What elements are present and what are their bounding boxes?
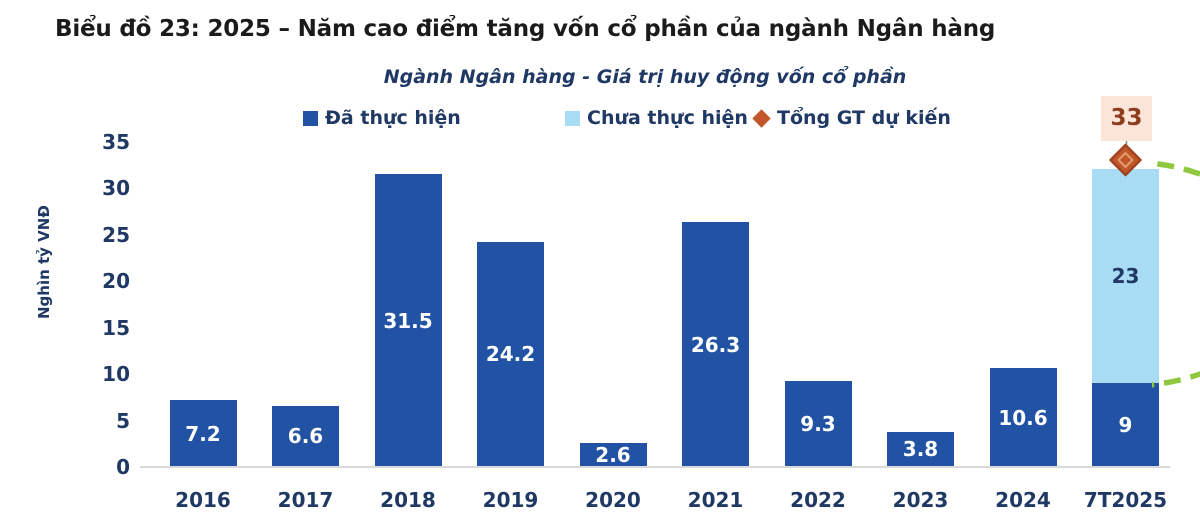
x-category-label-2017: 2017 xyxy=(277,488,334,512)
x-category-label-2024: 2024 xyxy=(995,488,1051,512)
bar-segment-2021-realized: 26.3 xyxy=(682,222,749,467)
bar-value-label: 9 xyxy=(1118,413,1133,438)
y-axis-title: Nghìn tỷ VNĐ xyxy=(35,205,53,319)
y-tick-label: 20 xyxy=(102,269,130,293)
legend-label-expected: Tổng GT dự kiến xyxy=(777,107,951,129)
bar-value-label: 3.8 xyxy=(902,437,939,462)
legend-item-unrealized: Chưa thực hiện xyxy=(565,107,748,129)
bar-value-label: 24.2 xyxy=(485,342,536,367)
x-category-label-2021: 2021 xyxy=(687,488,744,512)
y-tick-label: 30 xyxy=(102,176,130,200)
x-axis-line xyxy=(140,466,1170,468)
bar-segment-2022-realized: 9.3 xyxy=(784,380,852,467)
bar-value-label: 10.6 xyxy=(998,405,1048,430)
y-tick-label: 10 xyxy=(102,362,130,386)
bar-segment-7T2025-unrealized: 23 xyxy=(1092,169,1159,384)
expected-total-callout: 33 xyxy=(1101,96,1152,141)
y-tick-label: 25 xyxy=(102,222,130,247)
bar-segment-2020-realized: 2.6 xyxy=(579,442,647,467)
bar-segment-7T2025-realized: 9 xyxy=(1092,383,1159,467)
y-tick-label: 5 xyxy=(116,408,130,433)
x-category-label-2023: 2023 xyxy=(892,488,949,512)
realized-swatch-icon xyxy=(303,110,318,126)
bar-segment-2016-realized: 7.2 xyxy=(169,400,237,467)
unrealized-swatch-icon xyxy=(565,110,580,126)
x-category-label-2019: 2019 xyxy=(482,488,539,512)
bar-value-label: 9.3 xyxy=(800,411,836,436)
x-category-label-7T2025: 7T2025 xyxy=(1083,488,1168,512)
bar-segment-2024-realized: 10.6 xyxy=(989,368,1057,467)
legend-item-expected: Tổng GT dự kiến xyxy=(752,107,951,129)
y-tick-label: 15 xyxy=(102,315,130,340)
expected-total-marker-inner-icon xyxy=(1117,152,1134,168)
diamond-swatch-icon xyxy=(752,108,771,128)
bar-segment-2017-realized: 6.6 xyxy=(272,405,339,467)
bar-value-label: 7.2 xyxy=(185,421,221,446)
highlight-dashed-ellipse xyxy=(1152,160,1200,388)
x-category-label-2022: 2022 xyxy=(790,488,846,512)
legend-label-unrealized: Chưa thực hiện xyxy=(587,107,748,129)
bar-value-label: 2.6 xyxy=(595,442,631,467)
legend-item-realized: Đã thực hiện xyxy=(303,107,461,129)
x-category-label-2018: 2018 xyxy=(380,488,436,512)
x-category-label-2020: 2020 xyxy=(585,488,641,512)
bar-value-label: 23 xyxy=(1111,264,1140,289)
bar-value-label: 26.3 xyxy=(690,332,741,357)
legend-label-realized: Đã thực hiện xyxy=(325,107,461,129)
bar-segment-2023-realized: 3.8 xyxy=(887,431,954,467)
chart-title: Biểu đồ 23: 2025 – Năm cao điểm tăng vốn… xyxy=(55,16,996,42)
y-tick-label: 0 xyxy=(116,455,130,479)
x-category-label-2016: 2016 xyxy=(175,488,231,512)
y-tick-label: 35 xyxy=(102,129,130,154)
chart-subtitle: Ngành Ngân hàng - Giá trị huy động vốn c… xyxy=(383,66,907,88)
bar-value-label: 31.5 xyxy=(383,308,433,333)
bar-segment-2018-realized: 31.5 xyxy=(374,174,442,467)
bar-value-label: 6.6 xyxy=(287,424,324,449)
bar-segment-2019-realized: 24.2 xyxy=(477,241,544,467)
